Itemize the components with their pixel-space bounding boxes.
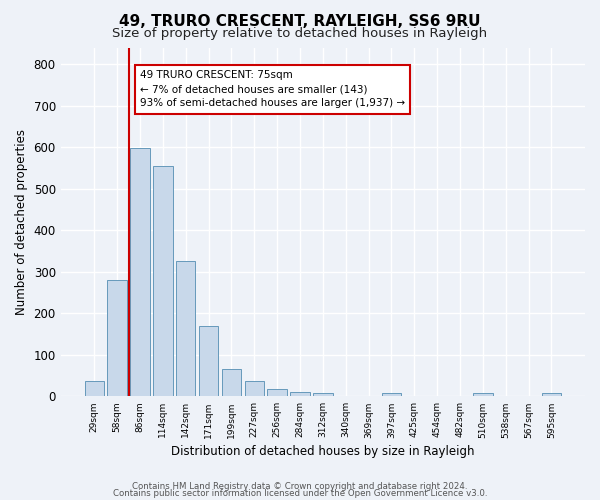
Text: Contains public sector information licensed under the Open Government Licence v3: Contains public sector information licen…: [113, 489, 487, 498]
Text: Contains HM Land Registry data © Crown copyright and database right 2024.: Contains HM Land Registry data © Crown c…: [132, 482, 468, 491]
Bar: [542, 392, 561, 396]
Bar: [245, 380, 264, 396]
Bar: [268, 390, 287, 396]
Bar: [313, 392, 332, 396]
Bar: [199, 326, 218, 396]
Bar: [176, 262, 196, 396]
Bar: [382, 393, 401, 396]
Bar: [290, 392, 310, 396]
Text: 49, TRURO CRESCENT, RAYLEIGH, SS6 9RU: 49, TRURO CRESCENT, RAYLEIGH, SS6 9RU: [119, 14, 481, 29]
Bar: [85, 381, 104, 396]
X-axis label: Distribution of detached houses by size in Rayleigh: Distribution of detached houses by size …: [171, 444, 475, 458]
Bar: [107, 280, 127, 396]
Text: 49 TRURO CRESCENT: 75sqm
← 7% of detached houses are smaller (143)
93% of semi-d: 49 TRURO CRESCENT: 75sqm ← 7% of detache…: [140, 70, 405, 108]
Text: Size of property relative to detached houses in Rayleigh: Size of property relative to detached ho…: [112, 27, 488, 40]
Bar: [473, 393, 493, 396]
Y-axis label: Number of detached properties: Number of detached properties: [15, 129, 28, 315]
Bar: [130, 148, 149, 396]
Bar: [153, 166, 173, 396]
Bar: [221, 370, 241, 396]
